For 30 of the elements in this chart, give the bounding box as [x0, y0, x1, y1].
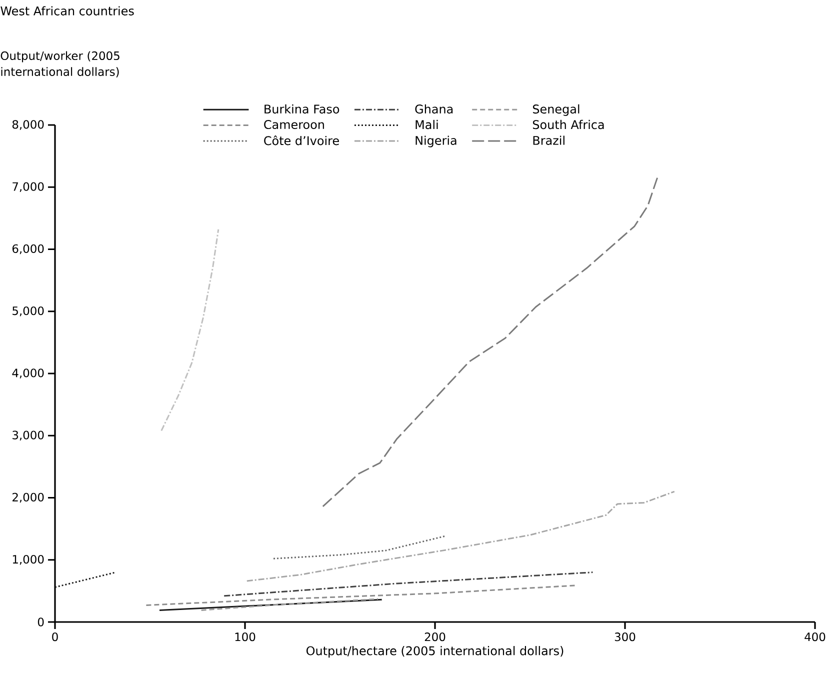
x-tick-label: 200 — [424, 632, 446, 642]
legend-label: South Africa — [532, 120, 604, 130]
x-axis-title: Output/hectare (2005 international dollars) — [306, 646, 564, 658]
legend-label: Brazil — [533, 136, 564, 145]
x-tick-label: 300 — [614, 632, 636, 642]
chart-title: West African countries — [0, 6, 134, 16]
y-tick-label: 4,000 — [12, 368, 44, 378]
legend-label: Nigeria — [416, 136, 456, 148]
y-tick-label: 5,000 — [12, 306, 44, 316]
y-tick-label: 2,000 — [12, 492, 44, 503]
legend-label: Burkina Faso — [264, 104, 340, 114]
y-tick-label: 3,000 — [12, 430, 44, 441]
legend-label: Cameroon — [264, 120, 324, 130]
y-tick-label: 6,000 — [12, 244, 44, 254]
y-tick-label: 8,000 — [12, 120, 44, 130]
line-series — [160, 228, 220, 432]
y-tick-label: 1,000 — [12, 554, 44, 565]
legend-label: Mali — [416, 120, 438, 130]
line-series — [272, 536, 446, 560]
legend-label: Côte d’Ivoire — [264, 135, 339, 146]
legend-label: Senegal — [532, 104, 580, 116]
x-tick-label: 400 — [804, 632, 826, 642]
x-tick-label: 100 — [235, 632, 256, 642]
x-tick-label: 0 — [52, 632, 58, 642]
y-axis-title: Output/worker (2005 international dollars) — [0, 51, 120, 78]
y-tick-label: 7,000 — [12, 182, 44, 192]
legend-label: Ghana — [415, 104, 453, 114]
line-series — [322, 177, 658, 508]
y-tick-label: 0 — [38, 618, 44, 626]
line-series — [246, 490, 676, 582]
